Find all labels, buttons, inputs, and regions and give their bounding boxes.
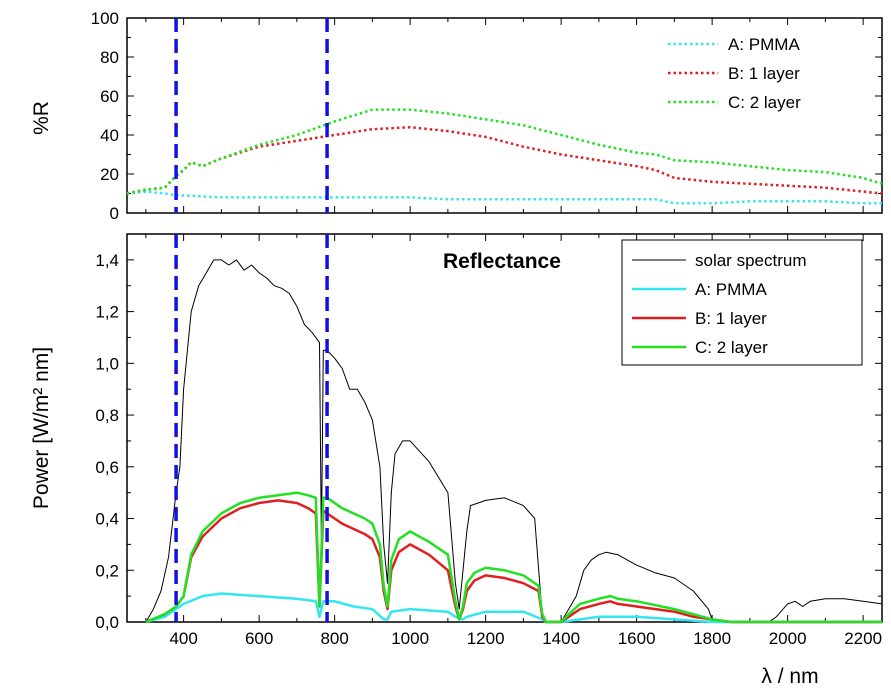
bottom-series-line-2 (145, 499, 882, 624)
top-axis-ticks: 0 20 40 60 80 100 (91, 9, 882, 223)
top-legend-label: A: PMMA (728, 35, 800, 54)
top-y-tick-label: 0 (110, 204, 119, 223)
bottom-chart-title: Reflectance (443, 250, 561, 273)
x-tick-label: 1200 (467, 629, 505, 648)
top-series-group (126, 108, 883, 205)
bottom-y-tick-label: 0,4 (95, 510, 119, 529)
top-legend: A: PMMA B: 1 layer C: 2 layer (668, 35, 801, 112)
top-y-axis-label: %R (30, 101, 53, 135)
x-axis-label: λ / nm (761, 665, 818, 688)
bottom-y-tick-label: 0,8 (95, 406, 119, 425)
wavelength-markers (174, 18, 329, 622)
top-series-line-0 (126, 190, 882, 205)
bottom-y-tick-label: 1,2 (95, 303, 119, 322)
bottom-y-tick-label: 0,0 (95, 613, 119, 632)
bottom-legend-label: B: 1 layer (695, 309, 767, 328)
bottom-legend-box (621, 239, 863, 366)
bottom-y-axis-label: Power [W/m² nm] (30, 347, 53, 509)
top-legend-label: B: 1 layer (728, 64, 800, 83)
bottom-axis-ticks: 400 600 800 1000 1200 1400 1600 1800 2000 2200 0,0… (95, 234, 882, 648)
top-y-tick-label: 20 (100, 165, 119, 184)
x-tick-label: 1600 (618, 629, 656, 648)
top-y-tick-label: 60 (100, 87, 119, 106)
bottom-legend-label: C: 2 layer (695, 338, 768, 357)
bottom-legend-label: A: PMMA (695, 280, 767, 299)
top-legend-label: C: 2 layer (728, 93, 801, 112)
bottom-y-tick-label: 1,4 (95, 251, 119, 270)
bottom-legend-label: solar spectrum (695, 251, 806, 270)
top-y-tick-label: 100 (91, 9, 119, 28)
top-y-tick-label: 80 (100, 48, 119, 67)
bottom-y-tick-label: 0,6 (95, 458, 119, 477)
x-tick-label: 2000 (769, 629, 807, 648)
bottom-series-line-0 (145, 259, 883, 623)
bottom-plot-frame (126, 233, 883, 623)
x-tick-label: 1000 (391, 629, 429, 648)
bottom-y-tick-label: 1,0 (95, 354, 119, 373)
bottom-series-group (145, 259, 883, 624)
top-y-tick-label: 40 (100, 126, 119, 145)
top-series-line-1 (126, 125, 883, 195)
x-tick-label: 800 (320, 629, 348, 648)
bottom-series-line-3 (145, 491, 882, 624)
x-tick-label: 1400 (542, 629, 580, 648)
x-tick-label: 400 (169, 629, 197, 648)
bottom-y-tick-label: 0,2 (95, 561, 119, 580)
top-series-line-2 (126, 108, 883, 195)
x-tick-label: 1800 (693, 629, 731, 648)
x-tick-label: 600 (245, 629, 273, 648)
bottom-series-line-1 (145, 592, 882, 624)
bottom-legend: solar spectrum A: PMMA B: 1 layer C: 2 laye… (621, 239, 863, 366)
x-tick-label: 2200 (844, 629, 882, 648)
